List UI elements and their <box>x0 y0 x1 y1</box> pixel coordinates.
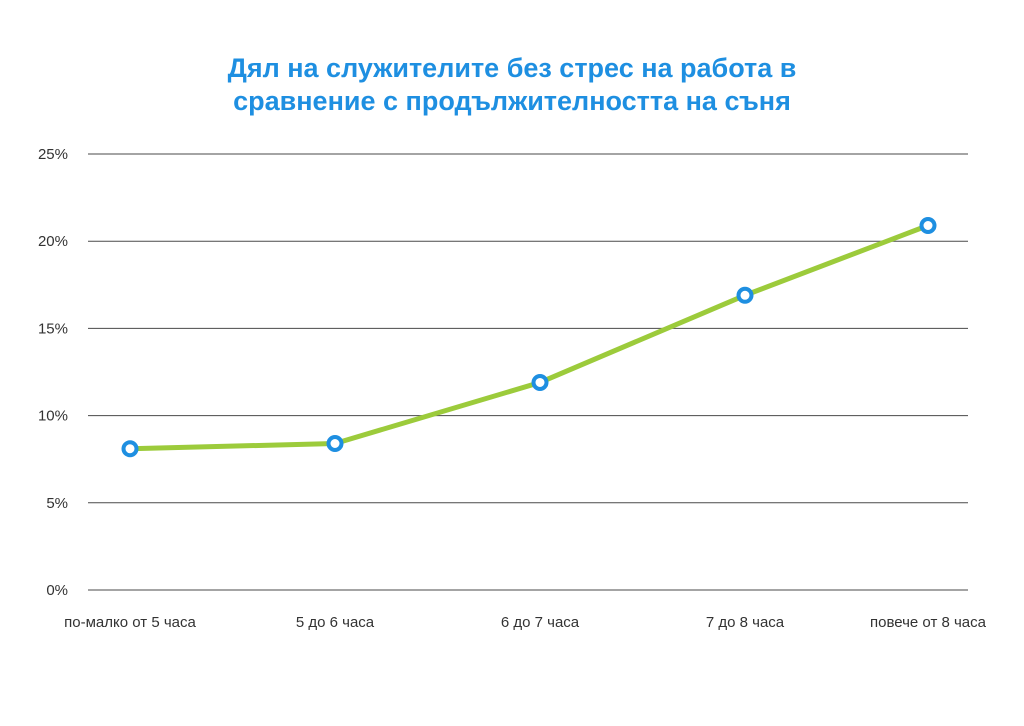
y-tick-label: 20% <box>38 233 68 250</box>
x-axis-ticks: по-малко от 5 часа 5 до 6 часа 6 до 7 часа… <box>64 614 986 631</box>
data-point <box>326 435 344 453</box>
gridlines <box>88 153 968 591</box>
y-tick-label: 25% <box>38 146 68 163</box>
y-tick-label: 0% <box>46 582 68 599</box>
chart-title-line-1: Дял на служителите без стрес на работа в <box>227 53 797 83</box>
data-point <box>736 286 754 304</box>
data-point <box>121 440 139 458</box>
y-tick-label: 15% <box>38 320 68 337</box>
y-tick-label: 5% <box>46 495 68 512</box>
chart-title: Дял на служителите без стрес на работа в… <box>0 52 1024 118</box>
x-tick-label: по-малко от 5 часа <box>64 614 196 631</box>
data-point <box>531 373 549 391</box>
chart-title-line-2: сравнение с продължителността на съня <box>233 86 791 116</box>
x-tick-label: 5 до 6 часа <box>296 614 375 631</box>
x-tick-label: 7 до 8 часа <box>706 614 785 631</box>
y-tick-label: 10% <box>38 408 68 425</box>
x-tick-label: 6 до 7 часа <box>501 614 580 631</box>
x-tick-label: повече от 8 часа <box>870 614 987 631</box>
data-points <box>121 217 937 458</box>
y-axis-ticks: 0% 5% 10% 15% 20% 25% <box>38 146 68 599</box>
data-point <box>919 217 937 235</box>
